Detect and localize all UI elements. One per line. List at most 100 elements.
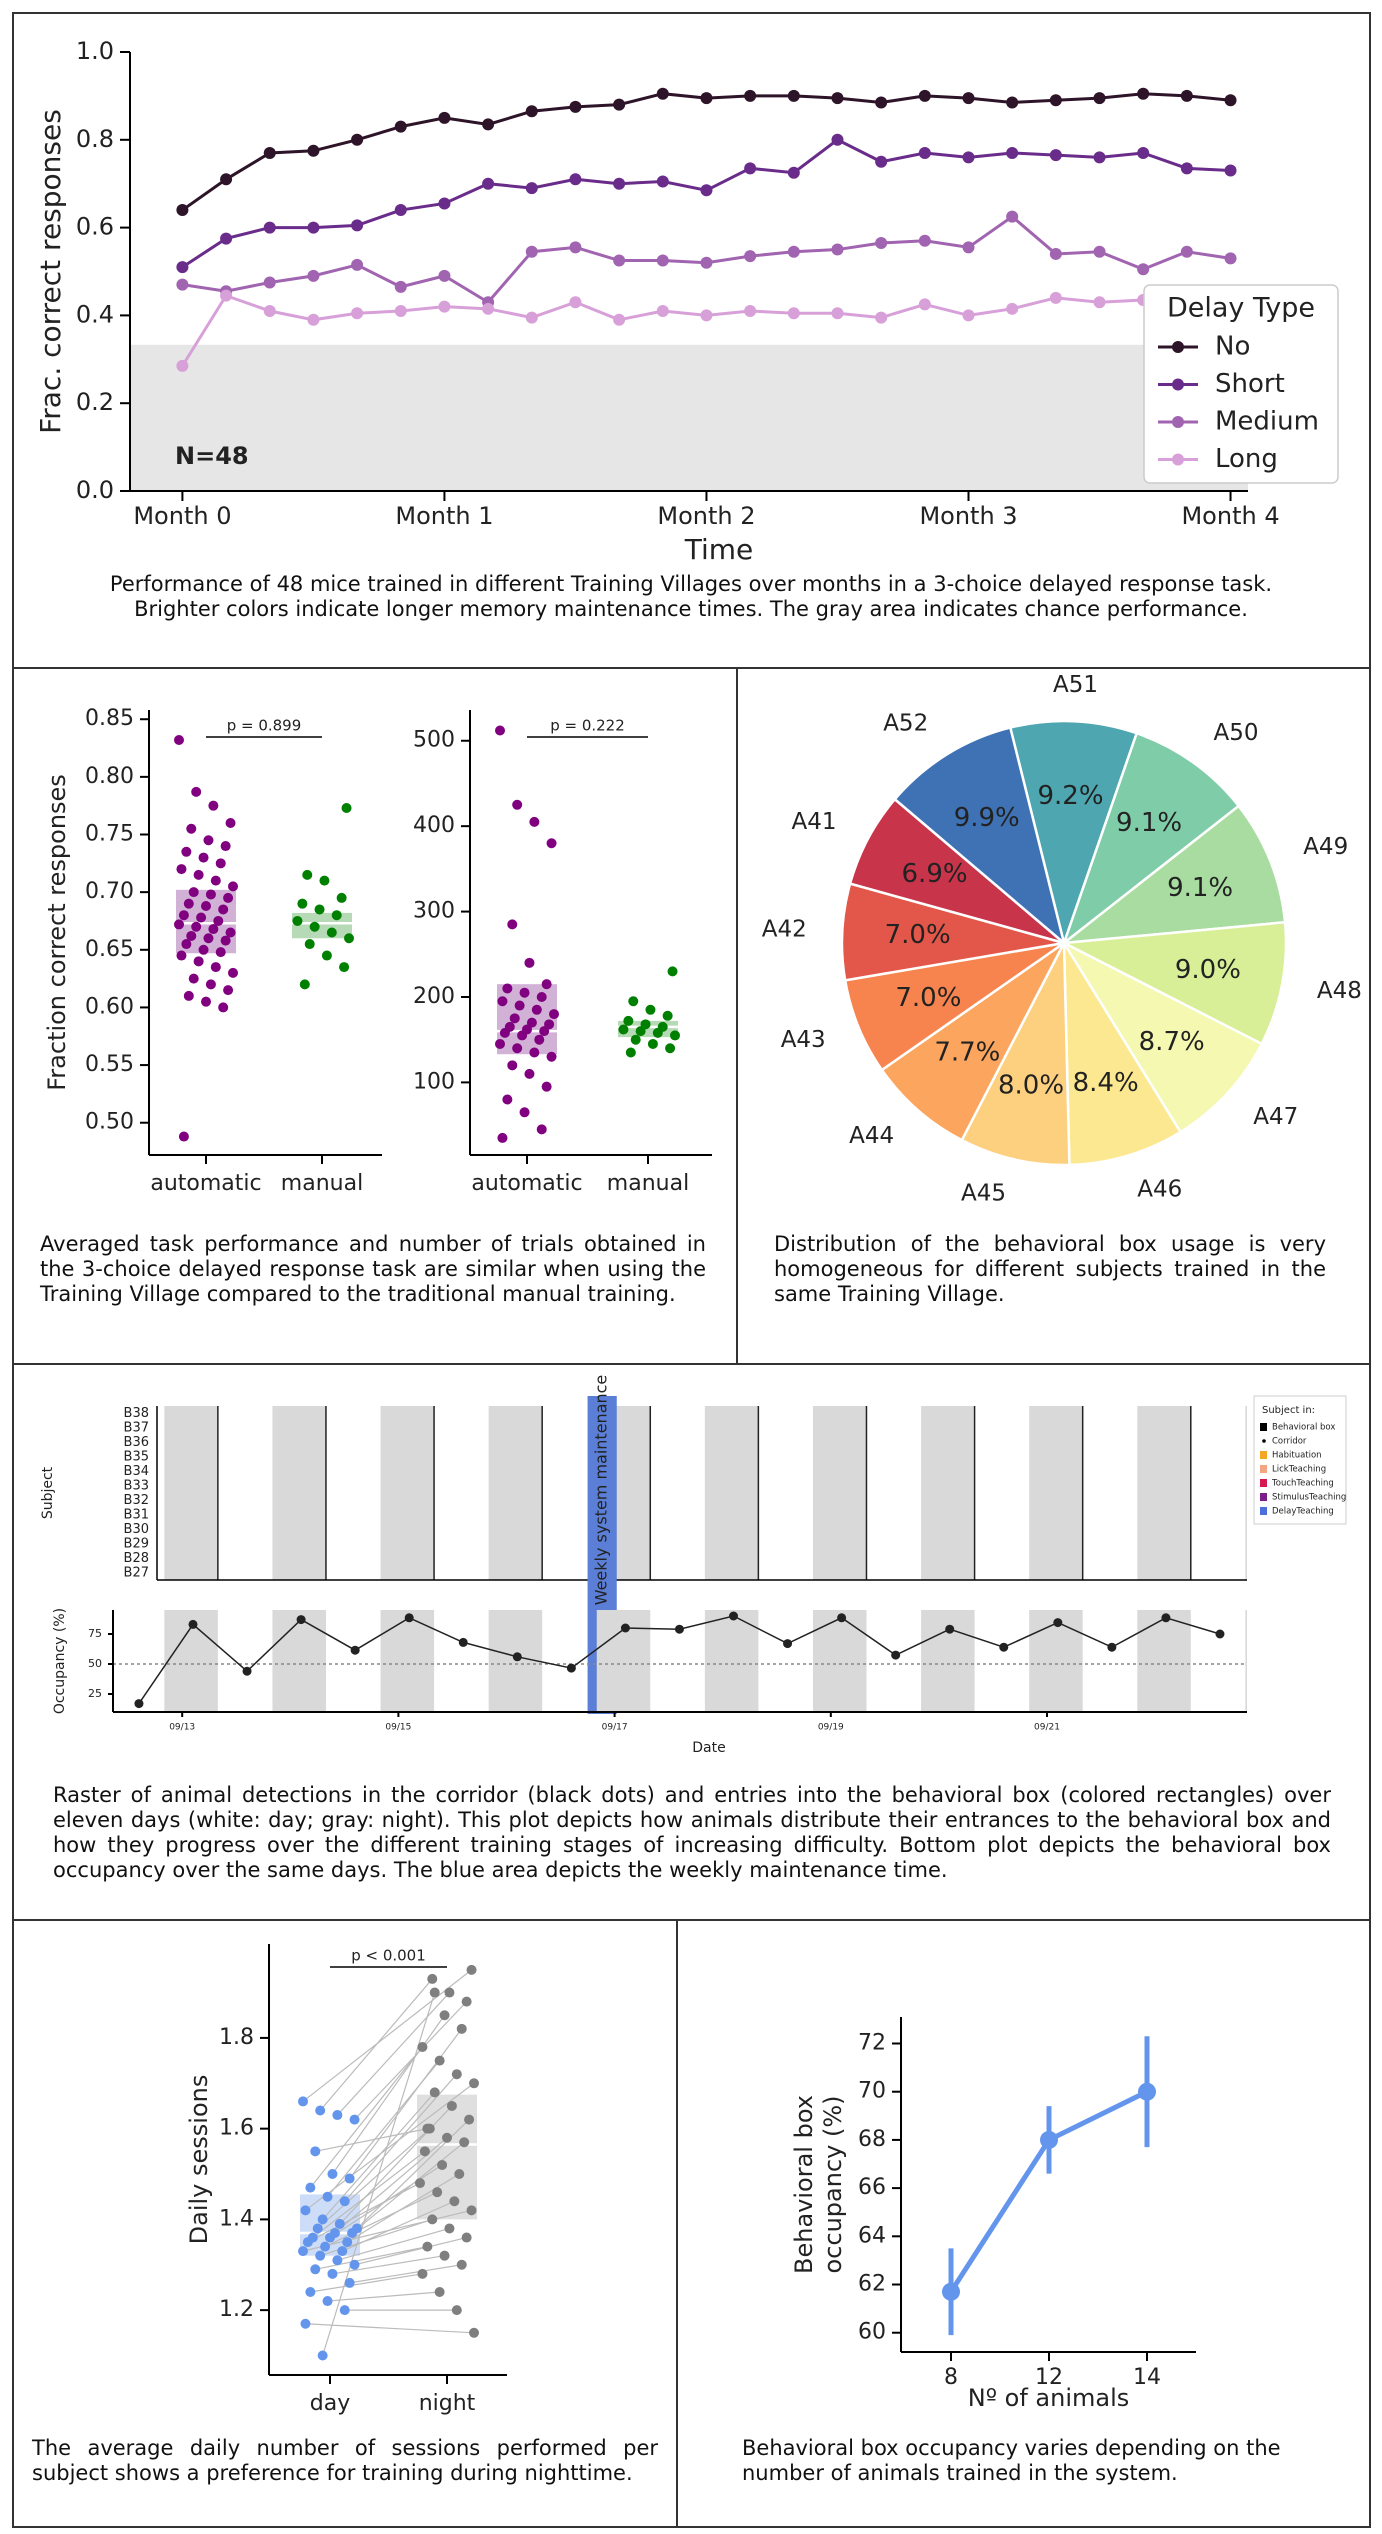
panel-borders (12, 12, 1371, 2528)
pie-category-label: A47 (1253, 1104, 1298, 1130)
night-shading (704, 1406, 759, 1580)
data-point (466, 1964, 477, 1975)
data-point (656, 305, 669, 318)
data-point (438, 111, 451, 124)
y-axis-label: Daily sessions (185, 2075, 213, 2245)
pie-category-label: A51 (1053, 672, 1098, 698)
pie-category-label: A43 (781, 1027, 826, 1053)
y-tick-label: 100 (413, 1069, 455, 1094)
x-tick-label: automatic (471, 1171, 582, 1196)
y-axis-label: Behavioral box (790, 2095, 818, 2274)
pie-category-label: A50 (1214, 720, 1259, 746)
data-point (298, 2096, 308, 2107)
data-point (438, 197, 451, 210)
data-point (327, 2268, 338, 2279)
data-point (394, 305, 407, 318)
data-point (263, 276, 276, 289)
pie-value-label: 9.2% (1038, 781, 1104, 811)
data-point (188, 887, 199, 898)
data-point (336, 892, 347, 903)
data-point (305, 2182, 316, 2193)
data-point (394, 280, 407, 293)
data-point (831, 92, 844, 105)
subject-label: B34 (124, 1464, 149, 1479)
legend-marker (1260, 1479, 1267, 1487)
pie-value-label: 9.1% (1116, 808, 1182, 838)
data-point (918, 298, 931, 311)
data-point (525, 311, 538, 324)
y-tick-label: 0.70 (85, 879, 134, 904)
y-tick-label: 500 (413, 728, 455, 753)
data-point (434, 2055, 445, 2066)
p-value: p = 0.222 (550, 717, 625, 735)
data-point (529, 1047, 540, 1058)
data-point (891, 1650, 901, 1660)
data-point (1049, 94, 1062, 107)
data-point (451, 2069, 462, 2080)
data-point (1224, 164, 1237, 177)
data-point (999, 1642, 1009, 1652)
x-tick-label: Month 4 (1181, 502, 1279, 530)
data-point (439, 2010, 450, 2021)
data-point (427, 2214, 438, 2225)
data-point (220, 289, 233, 302)
data-point (1180, 162, 1193, 175)
data-point (514, 1000, 525, 1011)
data-point (512, 1652, 522, 1662)
data-point (198, 852, 209, 863)
y-axis-label: Occupancy (%) (52, 1608, 68, 1714)
data-point (569, 173, 582, 186)
data-point (613, 98, 626, 111)
night-shading (1245, 1406, 1247, 1580)
y-tick-label: 72 (858, 2031, 886, 2056)
data-point (186, 930, 197, 941)
data-point (215, 947, 226, 958)
data-point (298, 2246, 308, 2257)
pie-value-label: 8.4% (1073, 1068, 1139, 1098)
x-tick-label: manual (607, 1171, 689, 1196)
data-point (339, 2196, 350, 2207)
x-tick-label: Month 3 (919, 502, 1017, 530)
data-point (459, 2137, 470, 2148)
data-point (534, 1034, 545, 1045)
data-point (300, 2318, 311, 2329)
y-tick-label: 1.2 (219, 2297, 254, 2322)
data-point (315, 2250, 326, 2261)
data-point (1137, 263, 1150, 276)
data-point (674, 1624, 684, 1634)
data-point (1040, 2130, 1058, 2149)
y-tick-label: 0.65 (85, 937, 134, 962)
data-point (787, 89, 800, 102)
pie-category-label: A42 (762, 916, 807, 942)
night-shading (380, 1406, 435, 1580)
data-point (529, 816, 540, 827)
caption: Raster of animal detections in the corri… (53, 1783, 1331, 1882)
data-point (667, 966, 678, 977)
pair-line (319, 1978, 433, 2111)
data-point (181, 939, 192, 950)
data-point (351, 219, 364, 232)
data-point (744, 89, 757, 102)
legend-marker (1260, 1507, 1267, 1515)
data-point (309, 921, 320, 932)
night-shading (380, 1610, 435, 1712)
data-point (645, 1004, 656, 1015)
data-point (446, 2100, 457, 2111)
data-point (482, 118, 495, 131)
data-point (188, 1619, 198, 1629)
data-point (186, 823, 197, 834)
data-point (302, 2237, 313, 2248)
pair-line (310, 2273, 423, 2293)
data-point (613, 254, 626, 267)
pie-category-label: A46 (1137, 1176, 1182, 1202)
pie-category-label: A44 (849, 1123, 894, 1149)
data-point (394, 120, 407, 133)
pair-line (302, 1969, 472, 2102)
data-point (341, 802, 352, 813)
data-point (546, 1051, 557, 1062)
data-point (456, 2023, 467, 2034)
night-shading (1137, 1610, 1191, 1712)
night-shading (272, 1406, 326, 1580)
night-shading (1029, 1406, 1083, 1580)
data-point (1137, 146, 1150, 159)
